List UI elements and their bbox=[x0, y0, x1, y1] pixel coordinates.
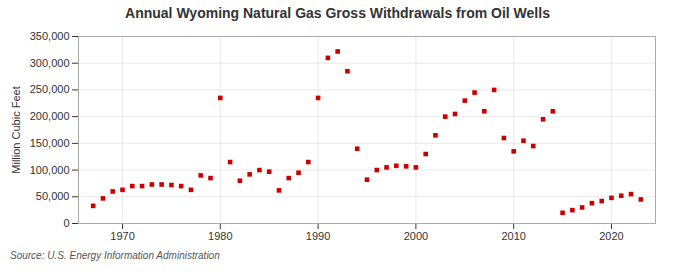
svg-text:1970: 1970 bbox=[110, 230, 134, 242]
html-text:Annual Wyoming Natural Gas Gro: Annual Wyoming Natural Gas Gross Withdra… bbox=[125, 5, 550, 21]
svg-text:100,000: 100,000 bbox=[30, 164, 70, 176]
html-text:Source: U.S. Energy Informatio: Source: U.S. Energy Information Administ… bbox=[10, 250, 220, 261]
svg-text:200,000: 200,000 bbox=[30, 110, 70, 122]
svg-text:50,000: 50,000 bbox=[36, 190, 70, 202]
svg-text:2000: 2000 bbox=[404, 230, 428, 242]
svg-text:350,000: 350,000 bbox=[30, 30, 70, 42]
svg-text:1990: 1990 bbox=[306, 230, 330, 242]
svg-text:2010: 2010 bbox=[501, 230, 525, 242]
svg-text:2020: 2020 bbox=[599, 230, 623, 242]
svg-text:150,000: 150,000 bbox=[30, 137, 70, 149]
svg-text:250,000: 250,000 bbox=[30, 83, 70, 95]
svg-text:300,000: 300,000 bbox=[30, 57, 70, 69]
svg-text:0: 0 bbox=[63, 217, 69, 229]
svg-text:1980: 1980 bbox=[208, 230, 232, 242]
svg-text:Million Cubic Feet: Million Cubic Feet bbox=[10, 86, 22, 173]
